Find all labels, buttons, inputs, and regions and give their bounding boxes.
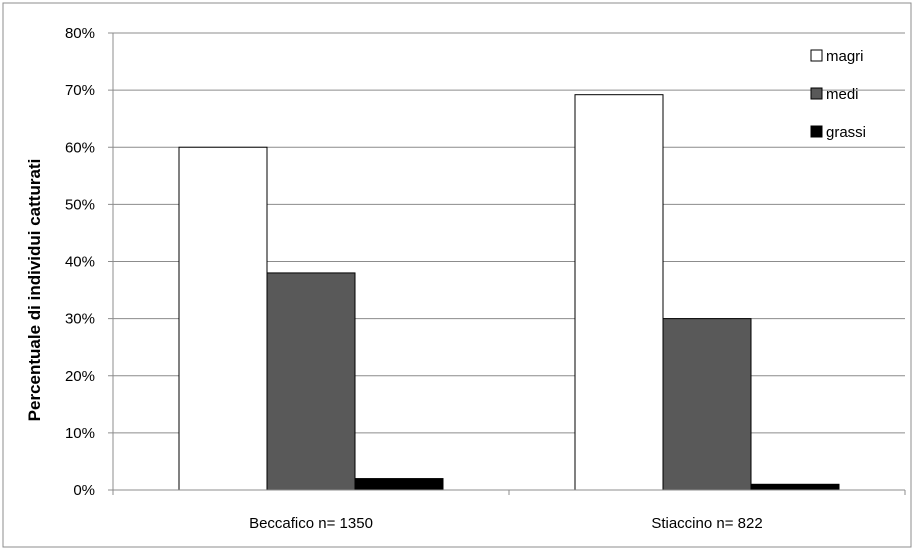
y-tick-labels: 0% 10% 20% 30% 40% 50% 60% 70% 80% — [65, 25, 95, 499]
legend-label-medi: medi — [826, 86, 859, 103]
bar-medi-1 — [266, 272, 356, 491]
bar-medi-2 — [662, 318, 752, 491]
x-category-label: Stiaccino n= 822 — [651, 515, 762, 532]
x-category-label: Beccafico n= 1350 — [249, 515, 373, 532]
x-category-labels: Beccafico n= 1350 Stiaccino n= 822 — [249, 515, 763, 532]
y-axis-title: Percentuale di individui catturati — [25, 159, 44, 422]
bars — [178, 94, 840, 491]
legend-swatch-medi — [810, 87, 823, 100]
legend-label-grassi: grassi — [826, 124, 866, 141]
y-tick-label: 50% — [65, 196, 95, 213]
axes — [108, 32, 906, 495]
y-tick-label: 60% — [65, 139, 95, 156]
y-tick-label: 80% — [65, 25, 95, 42]
y-tick-label: 10% — [65, 425, 95, 442]
legend: magri medi grassi — [810, 48, 866, 141]
legend-label-magri: magri — [826, 48, 864, 65]
y-tick-label: 70% — [65, 82, 95, 99]
y-tick-label: 40% — [65, 254, 95, 271]
legend-swatch-grassi — [810, 125, 823, 138]
y-tick-label: 0% — [73, 482, 95, 499]
bar-magri-1 — [178, 146, 268, 491]
bar-grassi-2 — [750, 483, 840, 491]
y-tick-label: 20% — [65, 368, 95, 385]
bar-magri-2 — [574, 94, 664, 491]
bar-grassi-1 — [354, 478, 444, 491]
legend-swatch-magri — [810, 49, 823, 62]
y-tick-label: 30% — [65, 311, 95, 328]
